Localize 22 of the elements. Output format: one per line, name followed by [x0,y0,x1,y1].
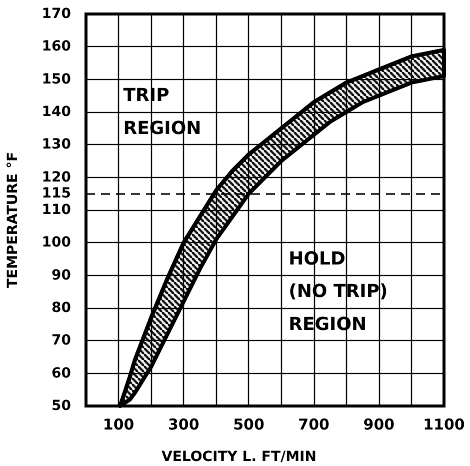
x-tick-label: 1100 [423,416,465,434]
y-tick-label: 130 [42,136,72,153]
y-tick-label: 60 [52,365,72,382]
y-tick-label: 70 [52,332,72,349]
y-tick-label: 110 [42,202,72,218]
x-tick-label: 100 [102,416,134,434]
y-tick-label: 140 [42,104,72,120]
y-tick-label: 150 [42,71,72,88]
y-tick-label: 120 [42,169,72,186]
x-tick-label: 300 [168,416,200,434]
y-tick-label: 160 [42,38,72,55]
y-axis-title: TEMPERATURE °F [5,152,21,288]
x-tick-label: 900 [363,416,395,434]
y-tick-label: 80 [52,300,72,316]
y-tick-label: 90 [52,267,72,284]
y-tick-label: 50 [52,398,72,414]
x-tick-label: 700 [298,416,330,434]
x-tick-label: 500 [233,416,264,434]
y-tick-label: 100 [42,234,72,251]
x-axis-title: VELOCITY L. FT/MIN [162,449,316,465]
y-tick-label: 115 [42,186,71,202]
y-tick-label: 170 [42,6,72,22]
